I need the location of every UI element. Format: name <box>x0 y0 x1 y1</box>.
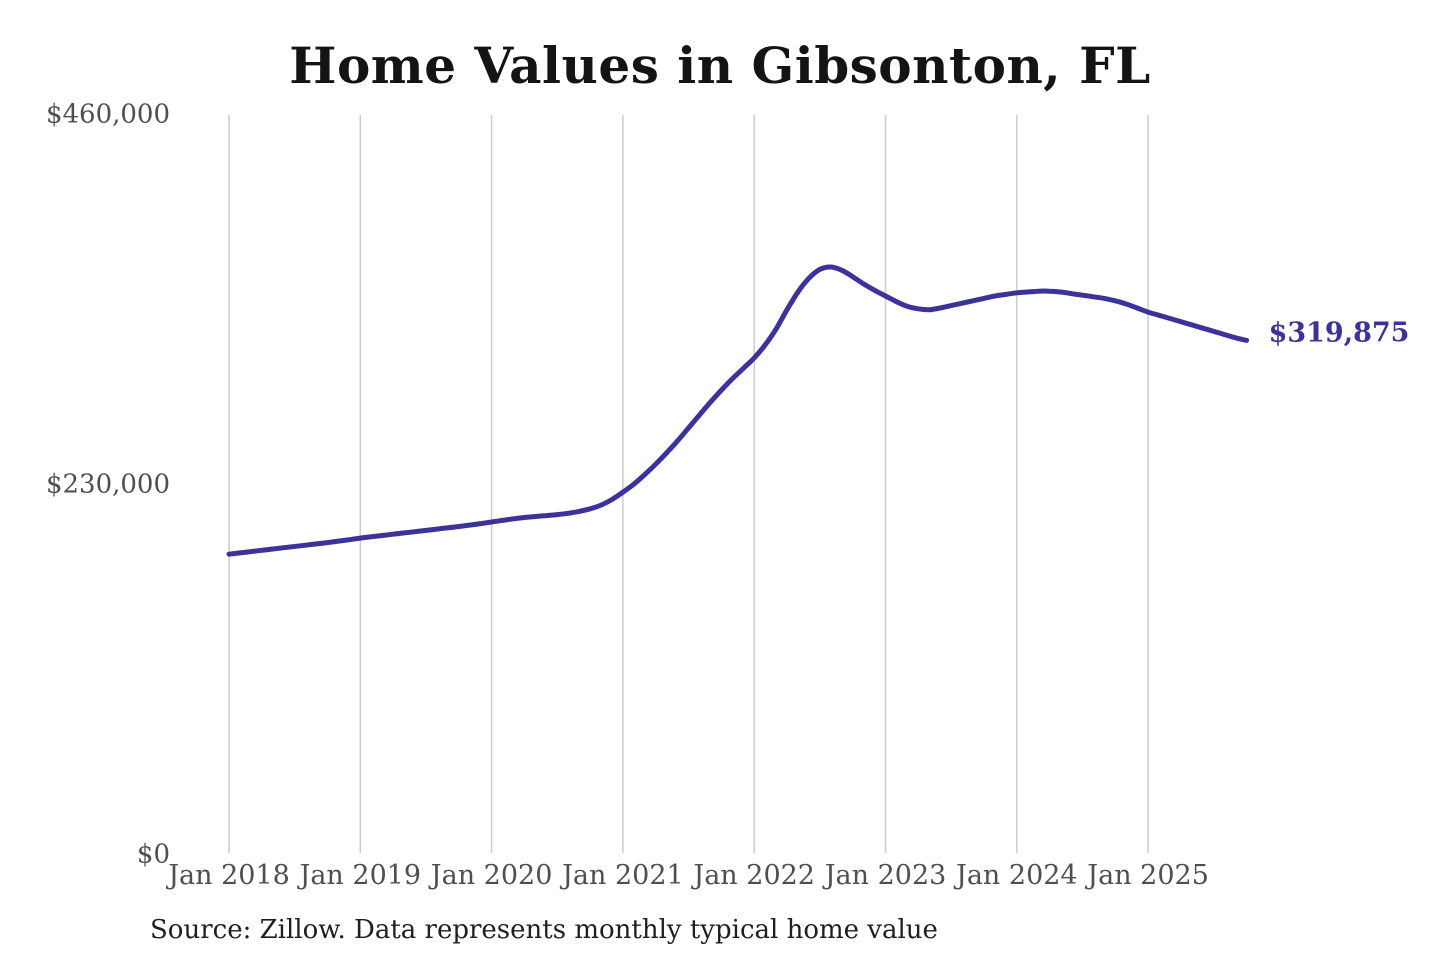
source-note: Source: Zillow. Data represents monthly … <box>150 915 938 945</box>
x-axis-tick-label: Jan 2024 <box>955 860 1078 891</box>
y-axis-tick-label: $460,000 <box>45 99 170 130</box>
x-axis-tick-label: Jan 2025 <box>1087 860 1209 891</box>
x-axis-tick-label: Jan 2021 <box>562 860 684 891</box>
x-axis-tick-label: Jan 2022 <box>693 860 815 891</box>
y-axis-tick-label: $230,000 <box>45 469 170 500</box>
home-value-line <box>226 264 1250 557</box>
x-axis-tick-label: Jan 2019 <box>299 860 422 891</box>
chart-title: Home Values in Gibsonton, FL <box>289 36 1151 95</box>
x-axis-tick-label: Jan 2018 <box>168 860 290 891</box>
y-axis-tick-label: $0 <box>136 839 170 870</box>
latest-value-label: $319,875 <box>1268 317 1410 349</box>
vertical-gridlines <box>228 115 1149 853</box>
x-axis-tick-label: Jan 2023 <box>824 860 947 891</box>
x-axis-tick-label: Jan 2020 <box>430 860 553 891</box>
